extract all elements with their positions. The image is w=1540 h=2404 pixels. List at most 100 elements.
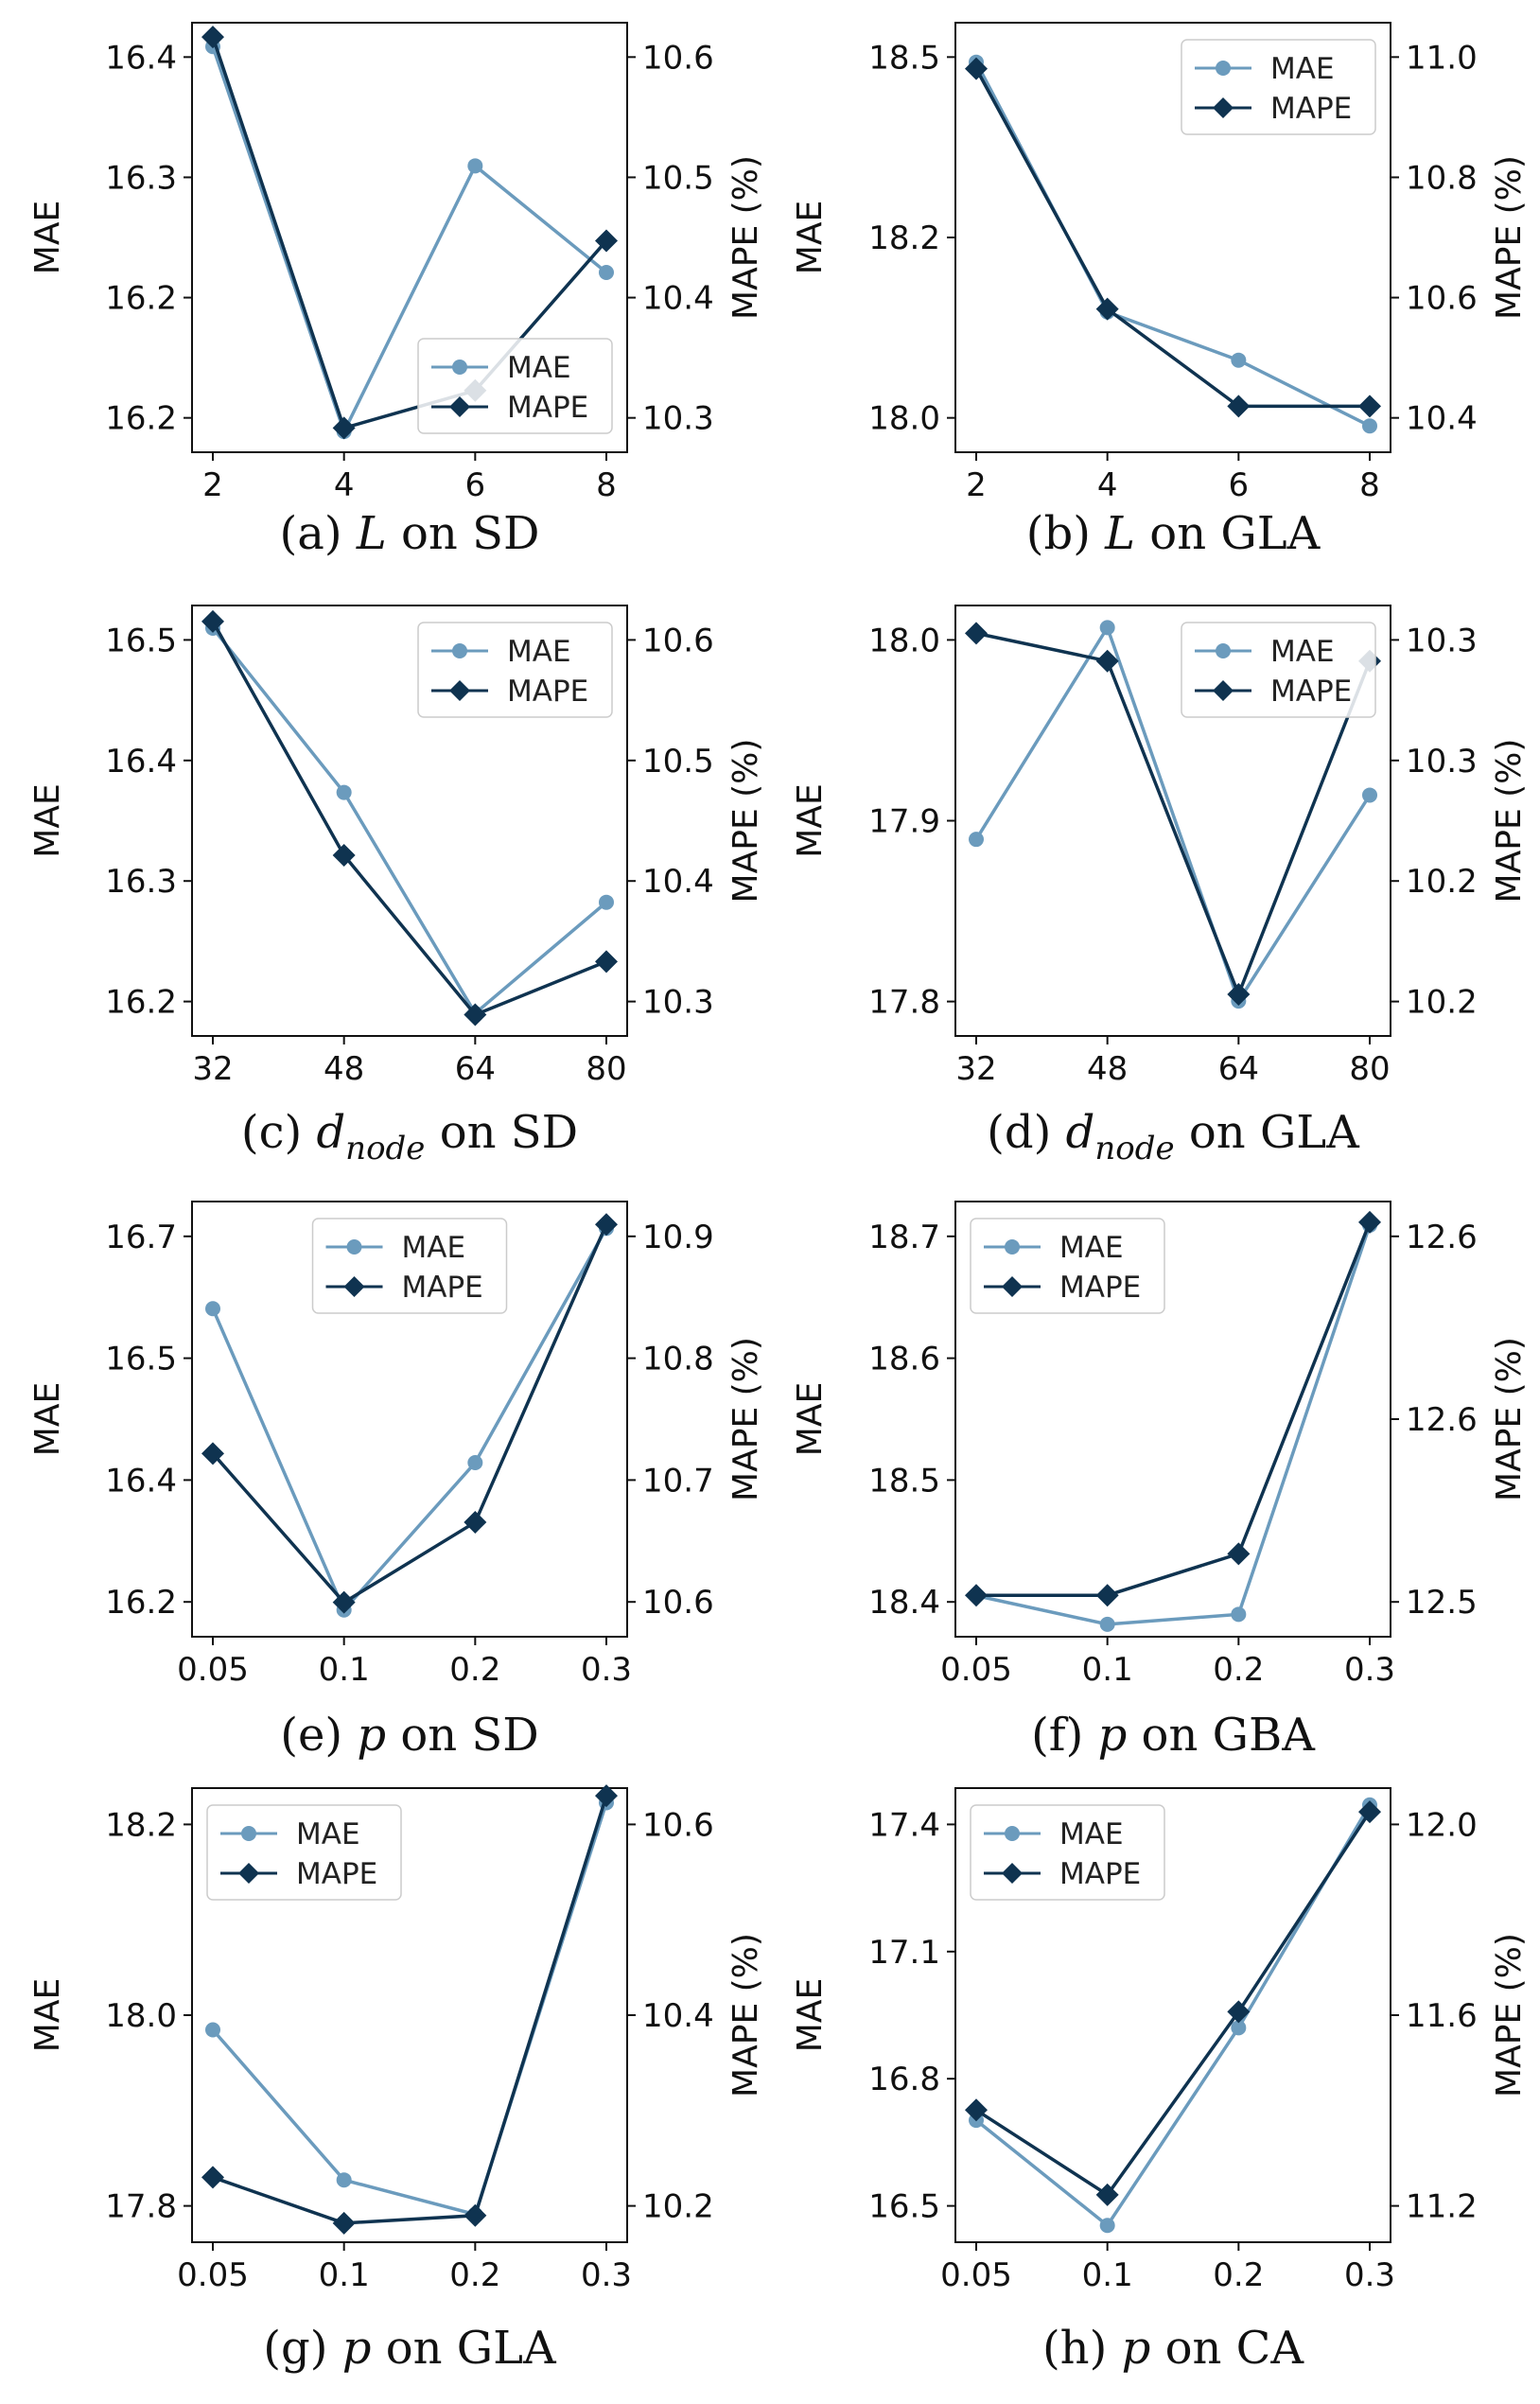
y2-tick-label: 12.0 <box>1406 1806 1478 1844</box>
y-axis-label: MAE <box>791 783 830 857</box>
mae-data-point <box>205 2022 220 2038</box>
legend-mae-label: MAE <box>296 1817 360 1851</box>
y2-tick-label: 10.3 <box>642 984 714 1022</box>
x-tick-label: 0.05 <box>177 1651 249 1689</box>
y-tick-label: 18.5 <box>868 1462 940 1500</box>
y-tick-label: 16.7 <box>105 1219 177 1256</box>
legend-mae-marker <box>241 1826 256 1841</box>
x-tick-label: 8 <box>596 466 617 504</box>
y2-tick-label: 10.9 <box>642 1219 714 1256</box>
legend-mae-marker <box>1005 1239 1020 1255</box>
plot-frame <box>191 1201 628 1638</box>
mape-data-point <box>965 2098 988 2122</box>
x-tick-label: 2 <box>966 466 987 504</box>
legend-mae-label: MAE <box>1059 1231 1124 1265</box>
legend-mape-marker <box>449 680 470 701</box>
caption-suffix: on GLA <box>1175 1106 1361 1159</box>
mape-data-point <box>1095 649 1119 673</box>
legend-mae-marker <box>452 360 467 375</box>
caption-suffix: on SD <box>386 1709 539 1762</box>
caption-variable: d <box>316 1106 345 1159</box>
y2-tick-label: 12.6 <box>1406 1219 1478 1256</box>
x-tick-label: 80 <box>586 1050 626 1088</box>
y-tick-label: 16.4 <box>105 39 177 77</box>
legend-mae-marker <box>452 643 467 658</box>
subplot-caption: (f) p on GBA <box>1031 1709 1316 1762</box>
y2-axis-label: MAPE (%) <box>726 155 765 320</box>
y-tick-label: 16.3 <box>105 863 177 901</box>
legend-mape-marker <box>343 1276 365 1297</box>
caption-variable: p <box>342 2322 372 2375</box>
mae-data-point <box>1362 418 1377 434</box>
subplot-h: 0.05 0.1 0.2 0.3 17.4 17.1 16.8 16.5 12.0 11.6 11.… <box>791 1787 1529 2375</box>
y-axis-label: MAE <box>28 1978 67 2052</box>
mae-series-line <box>974 623 1372 1006</box>
caption-variable: d <box>1066 1106 1095 1159</box>
mape-data-point <box>965 1584 988 1607</box>
y2-tick-label: 10.6 <box>642 39 714 77</box>
x-tick-label: 0.05 <box>940 2256 1012 2294</box>
legend: MAE MAPE <box>970 1218 1165 1314</box>
x-tick-label: 80 <box>1349 1050 1390 1088</box>
x-tick-label: 0.3 <box>581 2256 632 2294</box>
legend: MAE MAPE <box>311 1218 508 1314</box>
legend-mape-marker <box>1213 97 1234 118</box>
legend-mape-marker <box>1213 680 1234 701</box>
subplot-caption: (e) p on SD <box>280 1709 539 1762</box>
mape-data-point <box>464 2203 487 2227</box>
caption-suffix: on GLA <box>1135 507 1321 560</box>
mae-data-point <box>1099 1616 1115 1632</box>
caption-subscript: node <box>1094 1130 1174 1167</box>
legend-mae-label: MAE <box>1270 52 1335 86</box>
y2-tick-label: 10.6 <box>642 1584 714 1622</box>
mape-data-point <box>965 622 988 645</box>
mape-data-point <box>201 1442 224 1465</box>
caption-suffix: on SD <box>425 1106 578 1159</box>
mape-data-point <box>1227 982 1251 1006</box>
legend: MAE MAPE <box>1181 622 1376 718</box>
x-tick-label: 0.3 <box>1344 2256 1395 2294</box>
caption-prefix: (b) <box>1026 507 1105 560</box>
caption-suffix: on SD <box>387 507 540 560</box>
y-tick-label: 18.6 <box>868 1341 940 1378</box>
x-tick-label: 0.2 <box>449 1651 500 1689</box>
mae-data-point <box>336 2172 352 2188</box>
mape-data-point <box>464 1510 487 1534</box>
y-axis-label: MAE <box>791 201 830 274</box>
x-tick-label: 6 <box>465 466 486 504</box>
y2-tick-label: 10.3 <box>1406 743 1478 781</box>
subplot-caption: (b) L on GLA <box>1026 507 1321 560</box>
legend-mape-marker <box>449 396 470 417</box>
x-tick-label: 0.1 <box>319 2256 370 2294</box>
y2-tick-label: 10.6 <box>642 622 714 659</box>
y-tick-label: 18.2 <box>868 219 940 257</box>
y2-tick-label: 10.2 <box>1406 863 1478 901</box>
mape-data-point <box>201 609 224 633</box>
mape-data-point <box>464 1003 487 1027</box>
caption-prefix: (f) <box>1031 1709 1097 1762</box>
mae-data-point <box>599 894 614 910</box>
y2-tick-label: 12.5 <box>1406 1584 1478 1622</box>
x-tick-label: 48 <box>1087 1050 1128 1088</box>
mape-data-point <box>201 2166 224 2189</box>
mape-data-point <box>1358 395 1381 418</box>
y-tick-label: 16.3 <box>105 159 177 197</box>
mape-data-point <box>332 2211 356 2235</box>
y2-axis-label: MAPE (%) <box>1490 1337 1529 1501</box>
y-tick-label: 16.4 <box>105 743 177 781</box>
caption-suffix: on GLA <box>371 2322 557 2375</box>
legend-mape-label: MAPE <box>296 1857 377 1891</box>
y-axis-label: MAE <box>791 1978 830 2052</box>
legend-mape-label: MAPE <box>1059 1857 1141 1891</box>
y2-tick-label: 10.8 <box>1406 159 1478 197</box>
legend-mae-label: MAE <box>507 635 571 669</box>
x-tick-label: 0.2 <box>449 2256 500 2294</box>
legend-mae-marker <box>346 1239 362 1255</box>
x-tick-label: 4 <box>334 466 355 504</box>
mape-data-point <box>201 26 224 49</box>
legend-mape-label: MAPE <box>1270 675 1352 709</box>
y2-tick-label: 11.6 <box>1406 1997 1478 2035</box>
mape-data-point <box>595 950 618 974</box>
